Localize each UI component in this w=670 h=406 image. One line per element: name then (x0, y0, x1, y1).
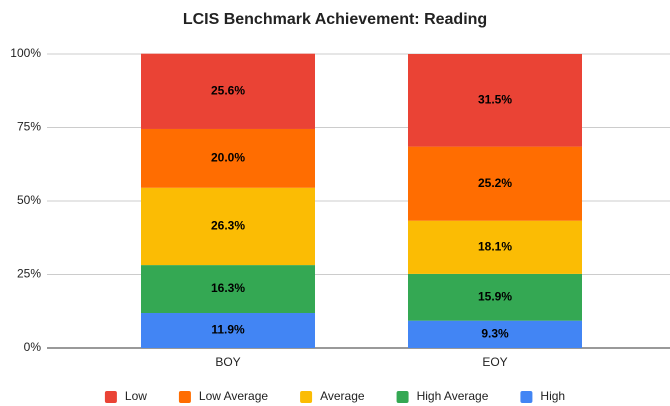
data-label: 9.3% (481, 327, 509, 341)
x-tick-label: EOY (482, 355, 507, 369)
bar-segment (141, 313, 315, 348)
legend-swatch (178, 391, 191, 403)
data-label: 18.1% (478, 239, 512, 253)
legend-label: High Average (417, 389, 489, 403)
legend-label: High (540, 389, 565, 403)
data-label: 25.6% (211, 84, 245, 98)
bar-segment (141, 265, 315, 314)
y-tick-label: 25% (17, 267, 41, 281)
x-tick-label: BOY (215, 355, 240, 369)
data-label: 15.9% (478, 289, 512, 303)
data-label: 31.5% (478, 92, 512, 106)
chart-title: LCIS Benchmark Achievement: Reading (183, 11, 487, 28)
data-label: 11.9% (211, 323, 245, 337)
bar-segment (408, 320, 582, 348)
legend-label: Low Average (199, 389, 268, 403)
bar-segment (141, 53, 315, 129)
y-tick-label: 100% (10, 46, 41, 60)
y-tick-label: 50% (17, 193, 41, 207)
legend-label: Average (320, 389, 365, 403)
bar-segment (408, 220, 582, 274)
bar-segment (408, 54, 582, 147)
data-label: 20.0% (211, 151, 245, 165)
bar-segment (408, 273, 582, 321)
data-label: 25.2% (478, 176, 512, 190)
y-tick-label: 0% (24, 340, 42, 354)
data-label: 26.3% (211, 219, 245, 233)
y-tick-label: 75% (17, 120, 41, 134)
bar-segment (408, 146, 582, 221)
legend-swatch (520, 391, 533, 403)
bar-segment (141, 187, 315, 266)
legend-swatch (396, 391, 409, 403)
legend-swatch (300, 391, 313, 403)
data-label: 16.3% (211, 281, 245, 295)
legend-label: Low (125, 389, 147, 403)
legend-swatch (104, 391, 117, 403)
bar-segment (141, 128, 315, 188)
